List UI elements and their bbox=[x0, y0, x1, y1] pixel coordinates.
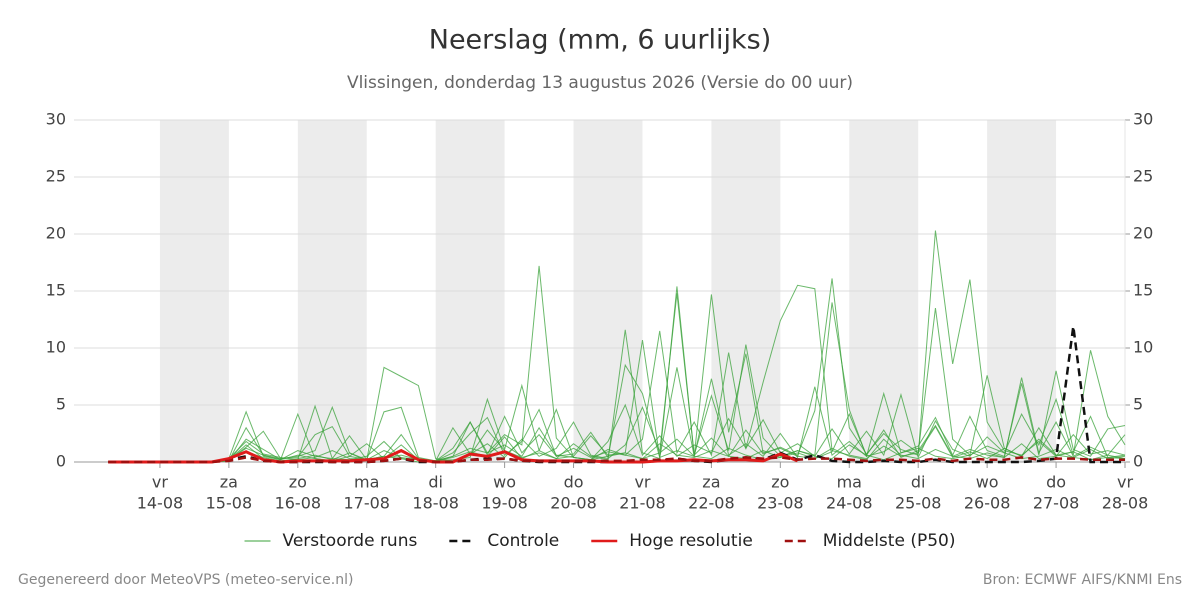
ensemble-line bbox=[108, 363, 1126, 463]
x-tick-date: 25-08 bbox=[895, 494, 942, 513]
footer-right: Bron: ECMWF AIFS/KNMI Ens bbox=[983, 572, 1182, 588]
x-tick-date: 18-08 bbox=[412, 494, 459, 513]
x-tick-weekday: vr bbox=[634, 473, 650, 492]
x-tick-date: 27-08 bbox=[1033, 494, 1080, 513]
series-line bbox=[108, 456, 1125, 464]
x-tick-date: 26-08 bbox=[964, 494, 1011, 513]
y-tick-label: 0 bbox=[56, 452, 66, 471]
x-tick-date: 16-08 bbox=[275, 494, 322, 513]
legend-label: Verstoorde runs bbox=[283, 531, 418, 551]
y-tick-label: 15 bbox=[46, 281, 66, 300]
x-tick-weekday: za bbox=[702, 473, 720, 492]
y2-tick-label: 15 bbox=[1133, 281, 1153, 300]
x-tick-weekday: ma bbox=[837, 473, 862, 492]
legend-label: Middelste (P50) bbox=[823, 531, 956, 551]
ensemble-line bbox=[108, 330, 1126, 463]
chart-title: Neerslag (mm, 6 uurlijks) bbox=[429, 25, 771, 56]
x-tick-date: 15-08 bbox=[206, 494, 253, 513]
x-tick-weekday: di bbox=[911, 473, 926, 492]
y-tick-label: 30 bbox=[46, 110, 66, 129]
x-tick-date: 21-08 bbox=[619, 494, 666, 513]
legend-label: Controle bbox=[487, 531, 559, 551]
y2-tick-label: 5 bbox=[1133, 395, 1143, 414]
x-tick-date: 14-08 bbox=[137, 494, 184, 513]
x-tick-date: 19-08 bbox=[481, 494, 528, 513]
x-tick-weekday: do bbox=[564, 473, 584, 492]
x-tick-weekday: do bbox=[1046, 473, 1066, 492]
ensemble-line bbox=[108, 293, 1126, 463]
y2-tick-label: 25 bbox=[1133, 167, 1153, 186]
y2-tick-label: 10 bbox=[1133, 338, 1153, 357]
x-tick-date: 20-08 bbox=[550, 494, 597, 513]
x-tick-weekday: wo bbox=[493, 473, 516, 492]
x-tick-date: 24-08 bbox=[826, 494, 873, 513]
y-tick-label: 25 bbox=[46, 167, 66, 186]
y-tick-label: 20 bbox=[46, 224, 66, 243]
footer-left: Gegenereerd door MeteoVPS (meteo-service… bbox=[18, 572, 353, 588]
y2-tick-label: 20 bbox=[1133, 224, 1153, 243]
x-tick-weekday: zo bbox=[289, 473, 307, 492]
ensemble-line bbox=[108, 294, 1126, 463]
y2-tick-label: 30 bbox=[1133, 110, 1153, 129]
legend: Verstoorde runs Controle Hoge resolutie Mid… bbox=[244, 531, 956, 551]
x-tick-date: 22-08 bbox=[688, 494, 735, 513]
x-tick-weekday: di bbox=[428, 473, 443, 492]
y-tick-label: 10 bbox=[46, 338, 66, 357]
x-tick-weekday: za bbox=[220, 473, 238, 492]
x-tick-date: 17-08 bbox=[343, 494, 390, 513]
x-tick-weekday: wo bbox=[976, 473, 999, 492]
x-tick-date: 23-08 bbox=[757, 494, 804, 513]
legend-label: Hoge resolutie bbox=[629, 531, 753, 551]
x-tick-date: 28-08 bbox=[1102, 494, 1149, 513]
x-tick-weekday: vr bbox=[1117, 473, 1133, 492]
x-tick-weekday: zo bbox=[771, 473, 789, 492]
x-tick-weekday: vr bbox=[152, 473, 168, 492]
y-tick-label: 5 bbox=[56, 395, 66, 414]
y2-tick-label: 0 bbox=[1133, 452, 1143, 471]
chart-subtitle: Vlissingen, donderdag 13 augustus 2026 (… bbox=[347, 73, 853, 93]
x-tick-weekday: ma bbox=[354, 473, 379, 492]
